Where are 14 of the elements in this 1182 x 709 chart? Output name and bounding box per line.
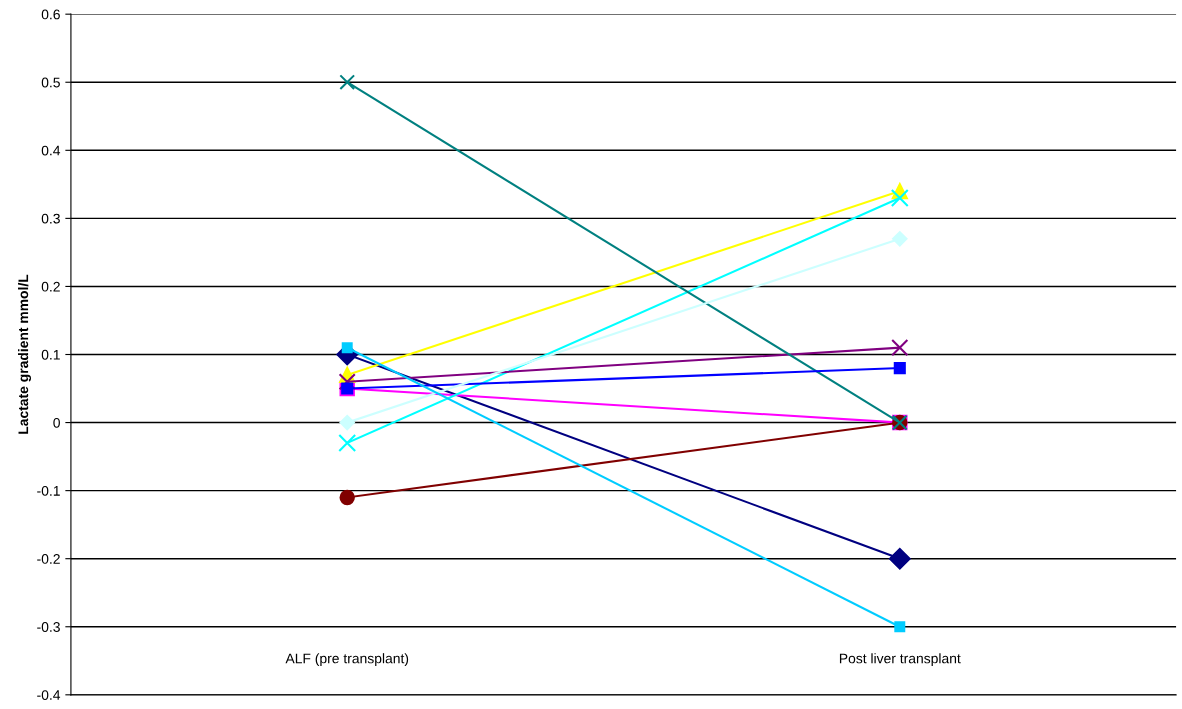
y-tick-label: 0.6 bbox=[41, 9, 60, 20]
y-tick-label: 0.5 bbox=[41, 77, 60, 88]
y-tick-label: -0.1 bbox=[37, 485, 60, 496]
y-tick-label: -0.3 bbox=[37, 622, 60, 632]
y-tick-label: -0.2 bbox=[37, 554, 60, 564]
y-tick-label: 0.2 bbox=[41, 281, 60, 292]
y-tick-label: 0.3 bbox=[41, 213, 60, 224]
y-tick-label: -0.4 bbox=[37, 690, 61, 700]
x-tick-label: Post liver transplant bbox=[839, 653, 961, 667]
y-tick-label: 0 bbox=[53, 417, 60, 428]
y-axis-title: Lactate gradient mmol/L bbox=[18, 274, 32, 434]
y-tick-label: 0.4 bbox=[41, 145, 61, 156]
x-tick-label: ALF (pre transplant) bbox=[285, 653, 409, 667]
y-tick-label: 0.1 bbox=[41, 349, 60, 360]
